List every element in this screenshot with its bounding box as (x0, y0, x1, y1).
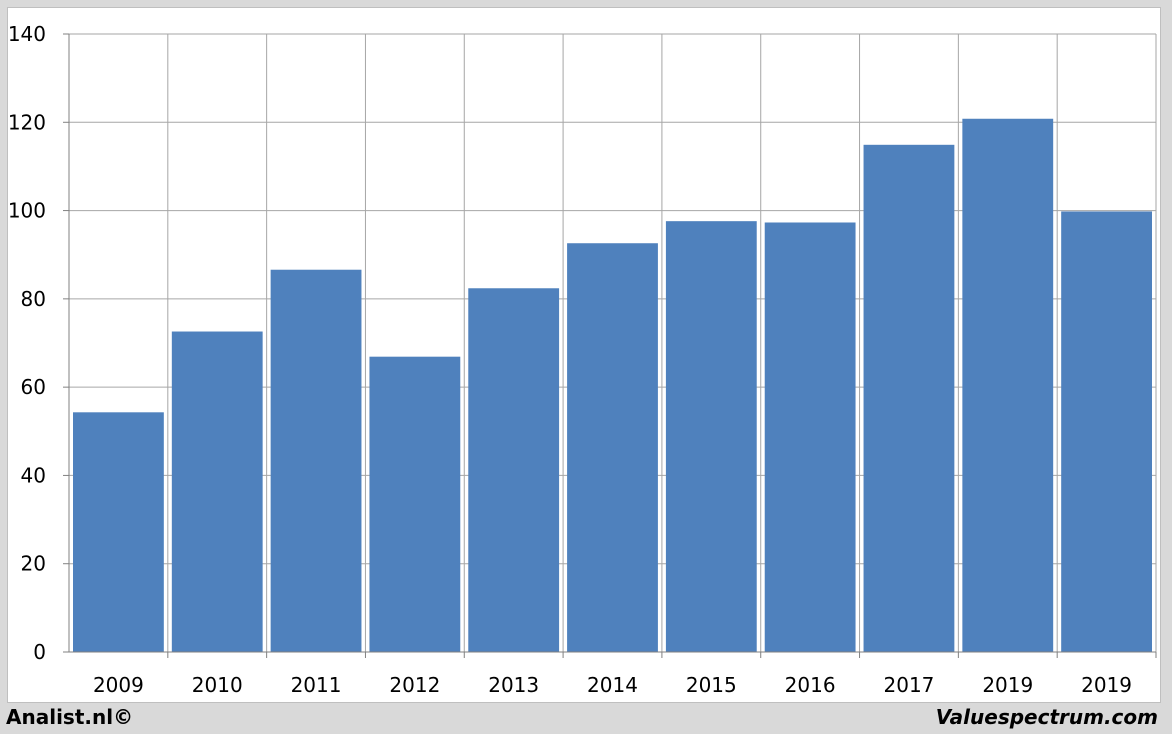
bar (567, 243, 658, 653)
bar (369, 356, 461, 652)
y-tick-label: 80 (21, 287, 46, 311)
y-tick-label: 120 (8, 110, 46, 134)
y-tick-label: 0 (33, 640, 46, 664)
bar (73, 412, 164, 652)
footer-source-right: Valuespectrum.com (935, 705, 1158, 729)
x-tick-label: 2019 (1081, 673, 1132, 697)
bar (962, 118, 1054, 653)
bar (665, 221, 757, 652)
y-tick-label: 60 (21, 375, 46, 399)
bar (1061, 211, 1152, 652)
y-tick-label: 40 (21, 463, 46, 487)
bar (171, 331, 263, 652)
x-tick-label: 2012 (389, 673, 440, 697)
x-tick-label: 2017 (884, 673, 935, 697)
x-tick-label: 2010 (192, 673, 243, 697)
bars (73, 118, 1152, 653)
x-tick-label: 2011 (291, 673, 342, 697)
bar (468, 288, 560, 652)
y-tick-label: 140 (8, 22, 46, 46)
x-tick-label: 2015 (686, 673, 737, 697)
bar (863, 144, 955, 652)
axes (63, 33, 1157, 658)
x-tick-label: 2014 (587, 673, 638, 697)
bar (270, 269, 362, 652)
x-tick-label: 2013 (488, 673, 539, 697)
bar (764, 222, 856, 653)
footer-source-left: Analist.nl© (6, 705, 134, 729)
y-tick-label: 20 (21, 552, 46, 576)
x-tick-label: 2016 (785, 673, 836, 697)
y-tick-label: 100 (8, 199, 46, 223)
x-tick-label: 2009 (93, 673, 144, 697)
x-tick-label: 2019 (982, 673, 1033, 697)
tick-labels: 0 20 40 60 80 100 120 140 2009 2010 2011 2012 2013 20… (8, 22, 1132, 697)
